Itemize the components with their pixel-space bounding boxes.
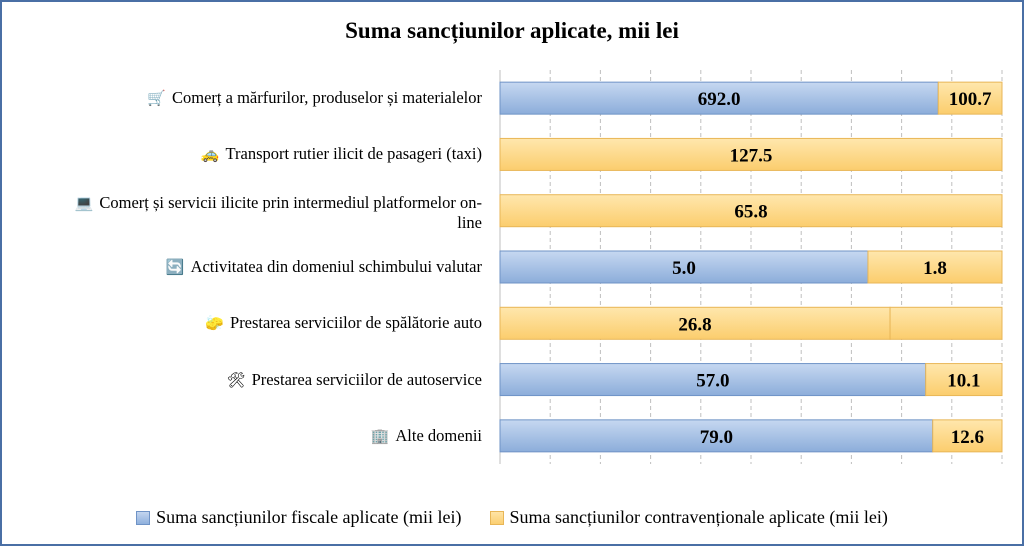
legend-label-fiscal: Suma sancțiunilor fiscale aplicate (mii … (156, 507, 462, 527)
category-label-line: line (75, 213, 482, 232)
category-label: 🔄 Activitatea din domeniul schimbului val… (166, 257, 482, 277)
taxi-icon: 🚕 (200, 145, 220, 164)
data-label: 5.0 (672, 258, 696, 279)
legend-label-contraventional: Suma sancțiunilor contravenționale aplic… (509, 507, 888, 527)
bar-contraventional (867, 250, 1003, 284)
building-icon: 🏢 (370, 426, 390, 445)
legend-swatch-contraventional (489, 510, 504, 525)
data-label: 1.8 (923, 258, 947, 279)
category-label-line: 💻 Comerț și servicii ilicite prin interme… (75, 193, 482, 213)
category-label: 🧽 Prestarea serviciilor de spălătorie aut… (205, 313, 482, 333)
category-label: 🚕 Transport rutier ilicit de pasageri (ta… (201, 144, 482, 164)
data-label: 65.8 (734, 202, 767, 223)
category-label-line: 🔄 Activitatea din domeniul schimbului val… (166, 257, 482, 277)
bar-contraventional (932, 419, 1003, 453)
data-label: 127.5 (730, 145, 773, 166)
bar-fiscal (499, 363, 927, 397)
bar-contraventional (925, 363, 1003, 397)
category-label-line: 🚕 Transport rutier ilicit de pasageri (ta… (201, 144, 482, 164)
category-label-text: Comerț a mărfurilor, produselor și mater… (172, 88, 482, 108)
legend: Suma sancțiunilor fiscale aplicate (mii … (2, 507, 1022, 528)
category-label-text: Prestarea serviciilor de spălătorie auto (230, 313, 482, 333)
legend-swatch-fiscal (136, 510, 151, 525)
bar-contraventional (937, 81, 1003, 115)
data-label: 57.0 (696, 371, 729, 392)
bar-remainder (889, 306, 1003, 340)
bar-contraventional (499, 194, 1003, 228)
category-label-text: line (457, 212, 482, 232)
category-label-text: Transport rutier ilicit de pasageri (tax… (225, 144, 482, 164)
category-label-line: 🛒 Comerț a mărfurilor, produselor și mate… (147, 88, 482, 108)
category-label: 🛒 Comerț a mărfurilor, produselor și mate… (147, 88, 482, 108)
data-label: 692.0 (698, 89, 741, 110)
category-label: 💻 Comerț și servicii ilicite prin interme… (75, 193, 482, 232)
cart-icon: 🛒 (147, 89, 166, 108)
category-label-line: 🧽 Prestarea serviciilor de spălătorie aut… (205, 313, 482, 333)
category-label-text: Alte domenii (395, 425, 482, 445)
tools-icon: 🛠 (226, 370, 246, 389)
category-label-line: 🛠 Prestarea serviciilor de autoservice (227, 370, 482, 390)
bar-fiscal (499, 419, 934, 453)
currency-exchange-icon: 🔄 (165, 258, 185, 276)
legend-item-fiscal: Suma sancțiunilor fiscale aplicate (mii … (136, 507, 462, 528)
sponge-icon: 🧽 (205, 314, 225, 333)
data-label: 79.0 (700, 427, 733, 448)
laptop-icon: 💻 (74, 193, 94, 212)
legend-item-contraventional: Suma sancțiunilor contravenționale aplic… (489, 507, 888, 528)
data-label: 100.7 (949, 89, 992, 110)
data-label: 10.1 (947, 371, 980, 392)
data-label: 12.6 (951, 427, 984, 448)
category-label-text: Comerț și servicii ilicite prin intermed… (99, 192, 482, 212)
bar-fiscal (499, 250, 869, 284)
bar-fiscal (499, 81, 939, 115)
bar-contraventional (499, 137, 1003, 171)
category-label: 🛠 Prestarea serviciilor de autoservice (227, 370, 482, 390)
chart-title: Suma sancțiunilor aplicate, mii lei (345, 18, 679, 43)
category-label-text: Prestarea serviciilor de autoservice (251, 369, 482, 389)
category-label-text: Activitatea din domeniul schimbului valu… (190, 257, 482, 276)
data-label: 26.8 (678, 314, 711, 335)
category-label: 🏢 Alte domenii (371, 426, 482, 446)
category-label-line: 🏢 Alte domenii (371, 426, 482, 446)
